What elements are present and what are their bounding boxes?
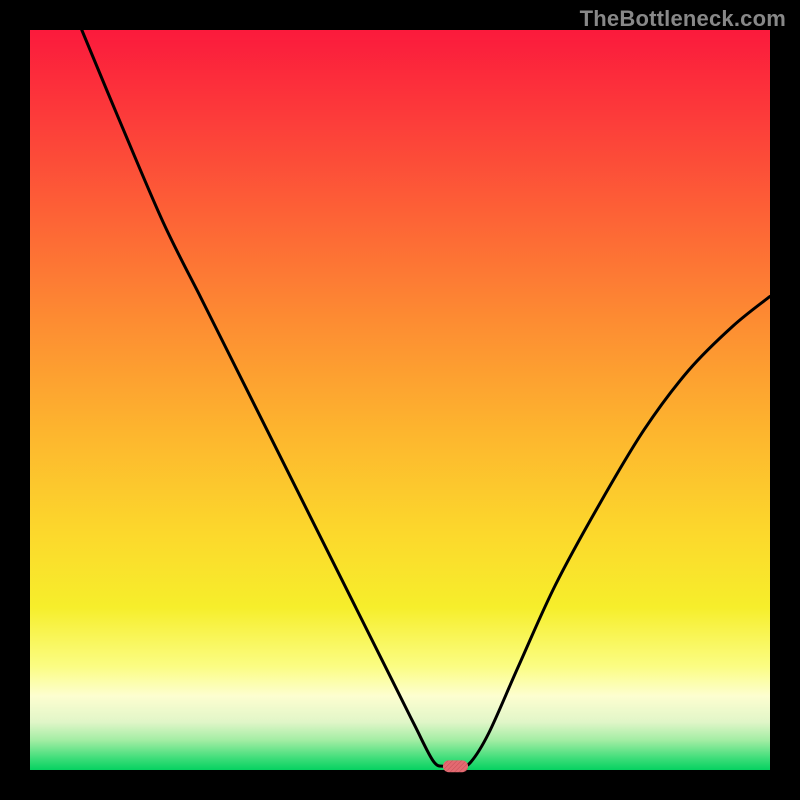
optimal-marker [443, 760, 468, 772]
bottleneck-chart-svg [0, 0, 800, 800]
gradient-plot-area [30, 30, 770, 770]
watermark-text: TheBottleneck.com [580, 6, 786, 32]
chart-container: TheBottleneck.com [0, 0, 800, 800]
